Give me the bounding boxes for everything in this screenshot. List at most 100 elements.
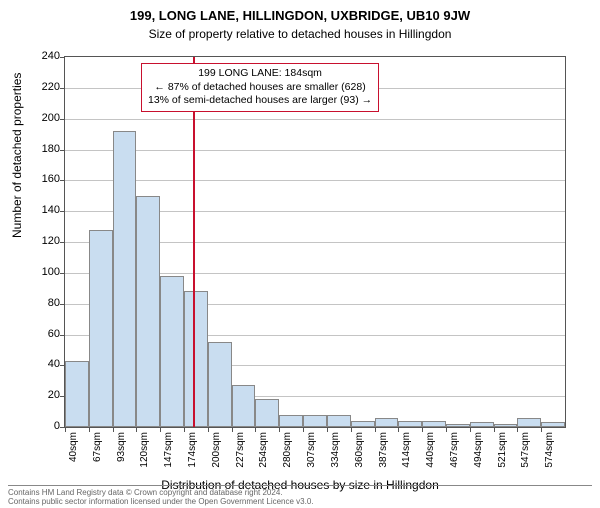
x-tick-mark (113, 427, 114, 432)
x-tick-mark (494, 427, 495, 432)
x-tick-mark (279, 427, 280, 432)
histogram-bar (279, 415, 303, 427)
histogram-bar (517, 418, 541, 427)
histogram-bar (446, 424, 470, 427)
y-tick-label: 120 (32, 235, 60, 247)
x-tick-mark (517, 427, 518, 432)
y-tick-label: 160 (32, 173, 60, 185)
x-tick-mark (160, 427, 161, 432)
histogram-bar (208, 342, 232, 427)
x-tick-label: 494sqm (473, 432, 484, 468)
x-tick-label: 147sqm (163, 432, 174, 468)
x-tick-mark (470, 427, 471, 432)
y-tick-label: 100 (32, 266, 60, 278)
x-tick-label: 547sqm (520, 432, 531, 468)
annotation-line1: 199 LONG LANE: 184sqm (148, 67, 372, 81)
histogram-bar (327, 415, 351, 427)
x-tick-label: 521sqm (497, 432, 508, 468)
gridline-h (65, 119, 565, 120)
annotation-line2: ← 87% of detached houses are smaller (62… (148, 81, 372, 95)
gridline-h (65, 180, 565, 181)
x-tick-label: 40sqm (68, 432, 79, 462)
plot-area: 199 LONG LANE: 184sqm← 87% of detached h… (64, 56, 566, 428)
x-tick-label: 387sqm (378, 432, 389, 468)
x-tick-mark (398, 427, 399, 432)
x-tick-mark (303, 427, 304, 432)
x-tick-mark (136, 427, 137, 432)
x-tick-mark (375, 427, 376, 432)
x-tick-label: 120sqm (139, 432, 150, 468)
y-axis-label: Number of detached properties (10, 73, 24, 238)
y-tick-mark (60, 242, 65, 243)
y-tick-mark (60, 119, 65, 120)
x-tick-mark (422, 427, 423, 432)
x-tick-mark (232, 427, 233, 432)
x-tick-mark (208, 427, 209, 432)
y-tick-label: 0 (32, 420, 60, 432)
x-tick-label: 334sqm (330, 432, 341, 468)
x-tick-mark (351, 427, 352, 432)
x-tick-label: 67sqm (92, 432, 103, 462)
annotation-line3: 13% of semi-detached houses are larger (… (148, 94, 372, 108)
x-tick-label: 280sqm (282, 432, 293, 468)
x-tick-label: 414sqm (401, 432, 412, 468)
histogram-bar (136, 196, 160, 427)
histogram-bar (113, 131, 137, 427)
x-tick-label: 174sqm (187, 432, 198, 468)
footer-line1: Contains HM Land Registry data © Crown c… (8, 488, 592, 497)
y-tick-label: 20 (32, 389, 60, 401)
y-tick-mark (60, 180, 65, 181)
x-tick-label: 227sqm (235, 432, 246, 468)
annotation-callout: 199 LONG LANE: 184sqm← 87% of detached h… (141, 63, 379, 112)
histogram-bar (494, 424, 518, 427)
y-tick-label: 220 (32, 81, 60, 93)
y-tick-label: 140 (32, 204, 60, 216)
histogram-bar (422, 421, 446, 427)
y-tick-mark (60, 57, 65, 58)
x-tick-label: 440sqm (425, 432, 436, 468)
y-tick-mark (60, 273, 65, 274)
x-tick-mark (184, 427, 185, 432)
y-tick-mark (60, 150, 65, 151)
histogram-bar (160, 276, 184, 427)
x-tick-label: 467sqm (449, 432, 460, 468)
footer: Contains HM Land Registry data © Crown c… (0, 483, 600, 506)
histogram-bar (184, 291, 208, 427)
x-tick-mark (327, 427, 328, 432)
histogram-bar (232, 385, 256, 427)
x-tick-label: 254sqm (258, 432, 269, 468)
footer-line2: Contains public sector information licen… (8, 497, 592, 506)
gridline-h (65, 150, 565, 151)
y-tick-label: 180 (32, 143, 60, 155)
x-tick-mark (65, 427, 66, 432)
x-tick-mark (255, 427, 256, 432)
reference-line (193, 57, 195, 427)
x-tick-mark (446, 427, 447, 432)
histogram-bar (351, 421, 375, 427)
x-tick-label: 574sqm (544, 432, 555, 468)
histogram-bar (65, 361, 89, 427)
y-tick-mark (60, 211, 65, 212)
histogram-bar (375, 418, 399, 427)
y-tick-mark (60, 88, 65, 89)
x-tick-mark (541, 427, 542, 432)
y-tick-label: 60 (32, 328, 60, 340)
histogram-bar (89, 230, 113, 427)
y-tick-label: 240 (32, 50, 60, 62)
x-tick-label: 360sqm (354, 432, 365, 468)
x-tick-mark (89, 427, 90, 432)
histogram-bar (470, 422, 494, 427)
x-tick-label: 307sqm (306, 432, 317, 468)
y-tick-label: 200 (32, 112, 60, 124)
histogram-bar (541, 422, 565, 427)
chart-title-sub: Size of property relative to detached ho… (0, 27, 600, 41)
y-tick-label: 40 (32, 358, 60, 370)
y-tick-mark (60, 304, 65, 305)
chart-title-main: 199, LONG LANE, HILLINGDON, UXBRIDGE, UB… (0, 8, 600, 23)
x-tick-label: 200sqm (211, 432, 222, 468)
x-tick-label: 93sqm (116, 432, 127, 462)
histogram-bar (303, 415, 327, 427)
histogram-bar (398, 421, 422, 427)
histogram-bar (255, 399, 279, 427)
y-tick-label: 80 (32, 297, 60, 309)
